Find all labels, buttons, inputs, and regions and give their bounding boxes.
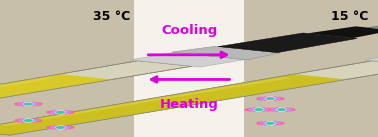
Circle shape [265,97,276,101]
Text: Heating: Heating [160,98,218,111]
Circle shape [254,108,264,112]
Polygon shape [0,77,291,126]
Polygon shape [0,61,192,135]
Circle shape [265,121,276,125]
Polygon shape [368,22,378,29]
Polygon shape [130,52,245,67]
Text: 15 °C: 15 °C [331,10,369,23]
Bar [236,0,378,137]
Polygon shape [172,46,280,60]
Polygon shape [0,74,113,135]
Polygon shape [364,52,378,67]
Bar [0,0,142,137]
Polygon shape [307,26,378,38]
Circle shape [23,102,34,106]
Polygon shape [0,61,378,135]
Text: 35 °C: 35 °C [93,10,130,23]
Polygon shape [218,33,357,53]
Circle shape [55,110,66,114]
Bar [134,0,244,137]
Polygon shape [0,77,56,126]
Circle shape [276,108,287,112]
Circle shape [23,119,34,122]
Polygon shape [0,74,347,135]
Circle shape [55,125,66,129]
Text: Cooling: Cooling [161,24,217,37]
